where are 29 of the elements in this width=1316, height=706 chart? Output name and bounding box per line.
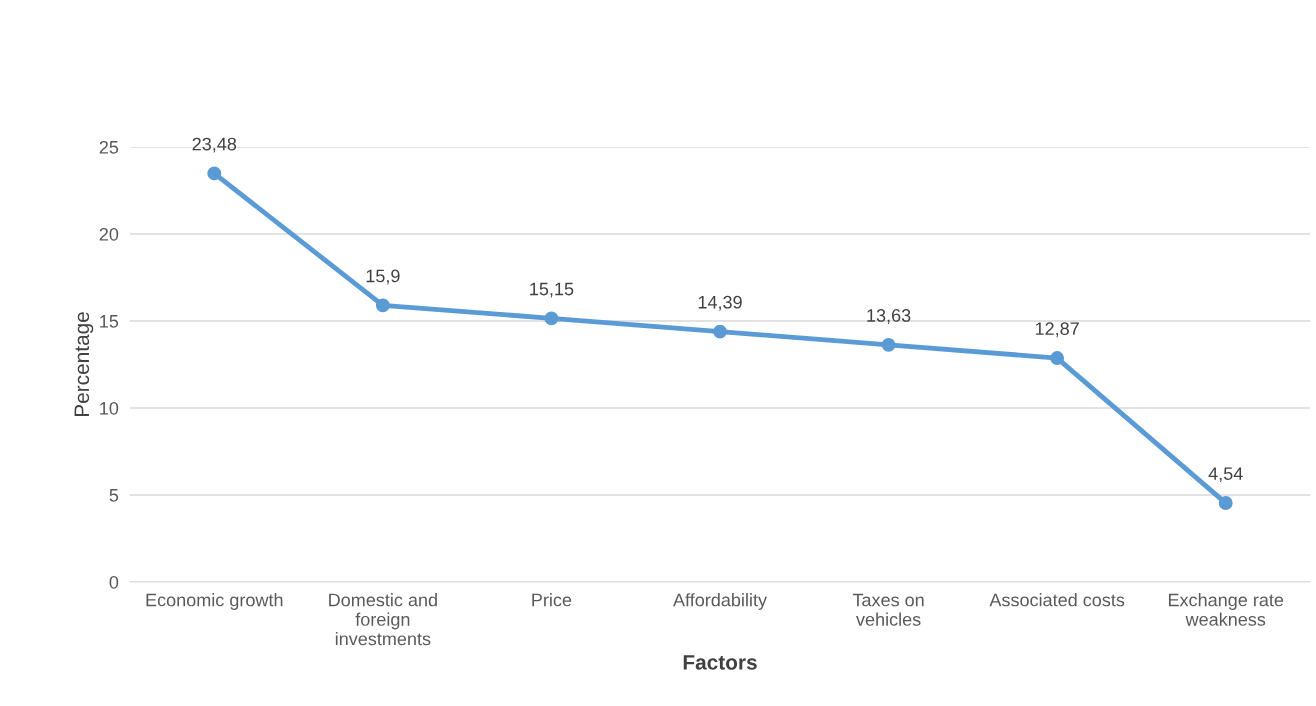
- point: [544, 311, 559, 326]
- x-tick-label: Exchange rate weakness: [1168, 593, 1284, 626]
- y-tick-label: 15: [100, 315, 119, 328]
- x-tick-label: Economic growth: [146, 593, 283, 610]
- point: [881, 337, 896, 352]
- data-label: 4,54: [1208, 467, 1243, 483]
- x-tick-label: Associated costs: [989, 593, 1125, 607]
- data-label: 14,39: [698, 295, 742, 311]
- point: [375, 298, 390, 313]
- x-tick-label: Taxes on vehicles: [852, 593, 924, 626]
- point: [713, 324, 727, 339]
- y-axis-title: Percentage: [74, 312, 94, 417]
- y-tick-label: 5: [109, 489, 119, 502]
- point: [1050, 351, 1065, 366]
- x-axis-title: Factors: [683, 655, 757, 670]
- y-tick-label: 10: [100, 401, 119, 415]
- x-tick-label: Domestic and foreign investments: [329, 593, 437, 646]
- data-label: 15,15: [530, 282, 574, 298]
- data-label: 13,63: [867, 309, 911, 324]
- data-label: 23,48: [192, 137, 237, 153]
- y-tick-label: 20: [99, 227, 119, 241]
- data-label: 12,87: [1035, 322, 1079, 338]
- point: [207, 166, 222, 181]
- point: [1218, 496, 1233, 510]
- data-label: 15,9: [366, 269, 400, 285]
- y-tick-label: 25: [99, 140, 119, 154]
- x-tick-label: Price: [532, 593, 572, 607]
- x-tick-label: Affordability: [673, 593, 767, 610]
- y-tick-label: 0: [109, 575, 119, 589]
